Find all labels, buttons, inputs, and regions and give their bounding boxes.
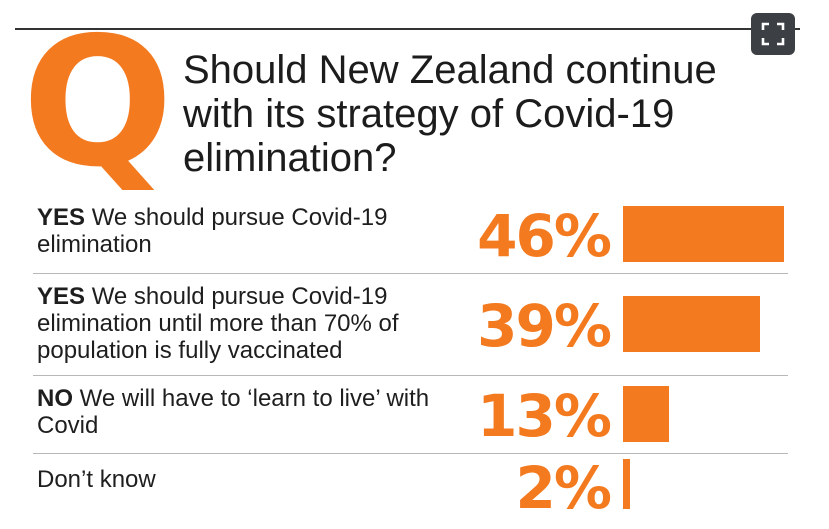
row-divider	[33, 375, 788, 376]
percent-label: 2%	[515, 454, 612, 522]
result-bar	[623, 296, 760, 352]
result-bar	[623, 205, 784, 262]
answer-text: We should pursue Covid-19 elimination un…	[37, 283, 399, 364]
answer-text: We will have to ‘learn to live’ with Cov…	[37, 385, 430, 439]
percent-label: 13%	[477, 382, 612, 450]
question-title: Should New Zealand continue with its str…	[183, 48, 717, 180]
result-label: Don’t know	[37, 466, 437, 493]
row-divider	[33, 453, 788, 454]
expand-icon	[761, 22, 785, 46]
answer-lead: YES	[37, 283, 86, 310]
result-label: YES We should pursue Covid-19 eliminatio…	[37, 204, 437, 258]
row-divider	[33, 273, 788, 274]
result-row: Don’t know 2%	[33, 453, 788, 517]
result-bar	[623, 459, 630, 509]
answer-text: Don’t know	[37, 466, 156, 493]
expand-button[interactable]	[751, 13, 795, 55]
result-row: YES We should pursue Covid-19 eliminatio…	[33, 273, 788, 375]
result-label: NO We will have to ‘learn to live’ with …	[37, 385, 437, 439]
result-row: NO We will have to ‘learn to live’ with …	[33, 375, 788, 453]
percent-label: 46%	[477, 201, 612, 270]
result-row: YES We should pursue Covid-19 eliminatio…	[33, 194, 788, 273]
result-label: YES We should pursue Covid-19 eliminatio…	[37, 283, 437, 364]
percent-label: 39%	[477, 292, 612, 360]
answer-lead: YES	[37, 204, 86, 231]
top-rule	[15, 28, 800, 30]
answer-text: We should pursue Covid-19 elimination	[37, 204, 388, 258]
q-letter: Q	[22, 0, 173, 206]
result-bar	[623, 386, 669, 442]
answer-lead: NO	[37, 385, 73, 412]
